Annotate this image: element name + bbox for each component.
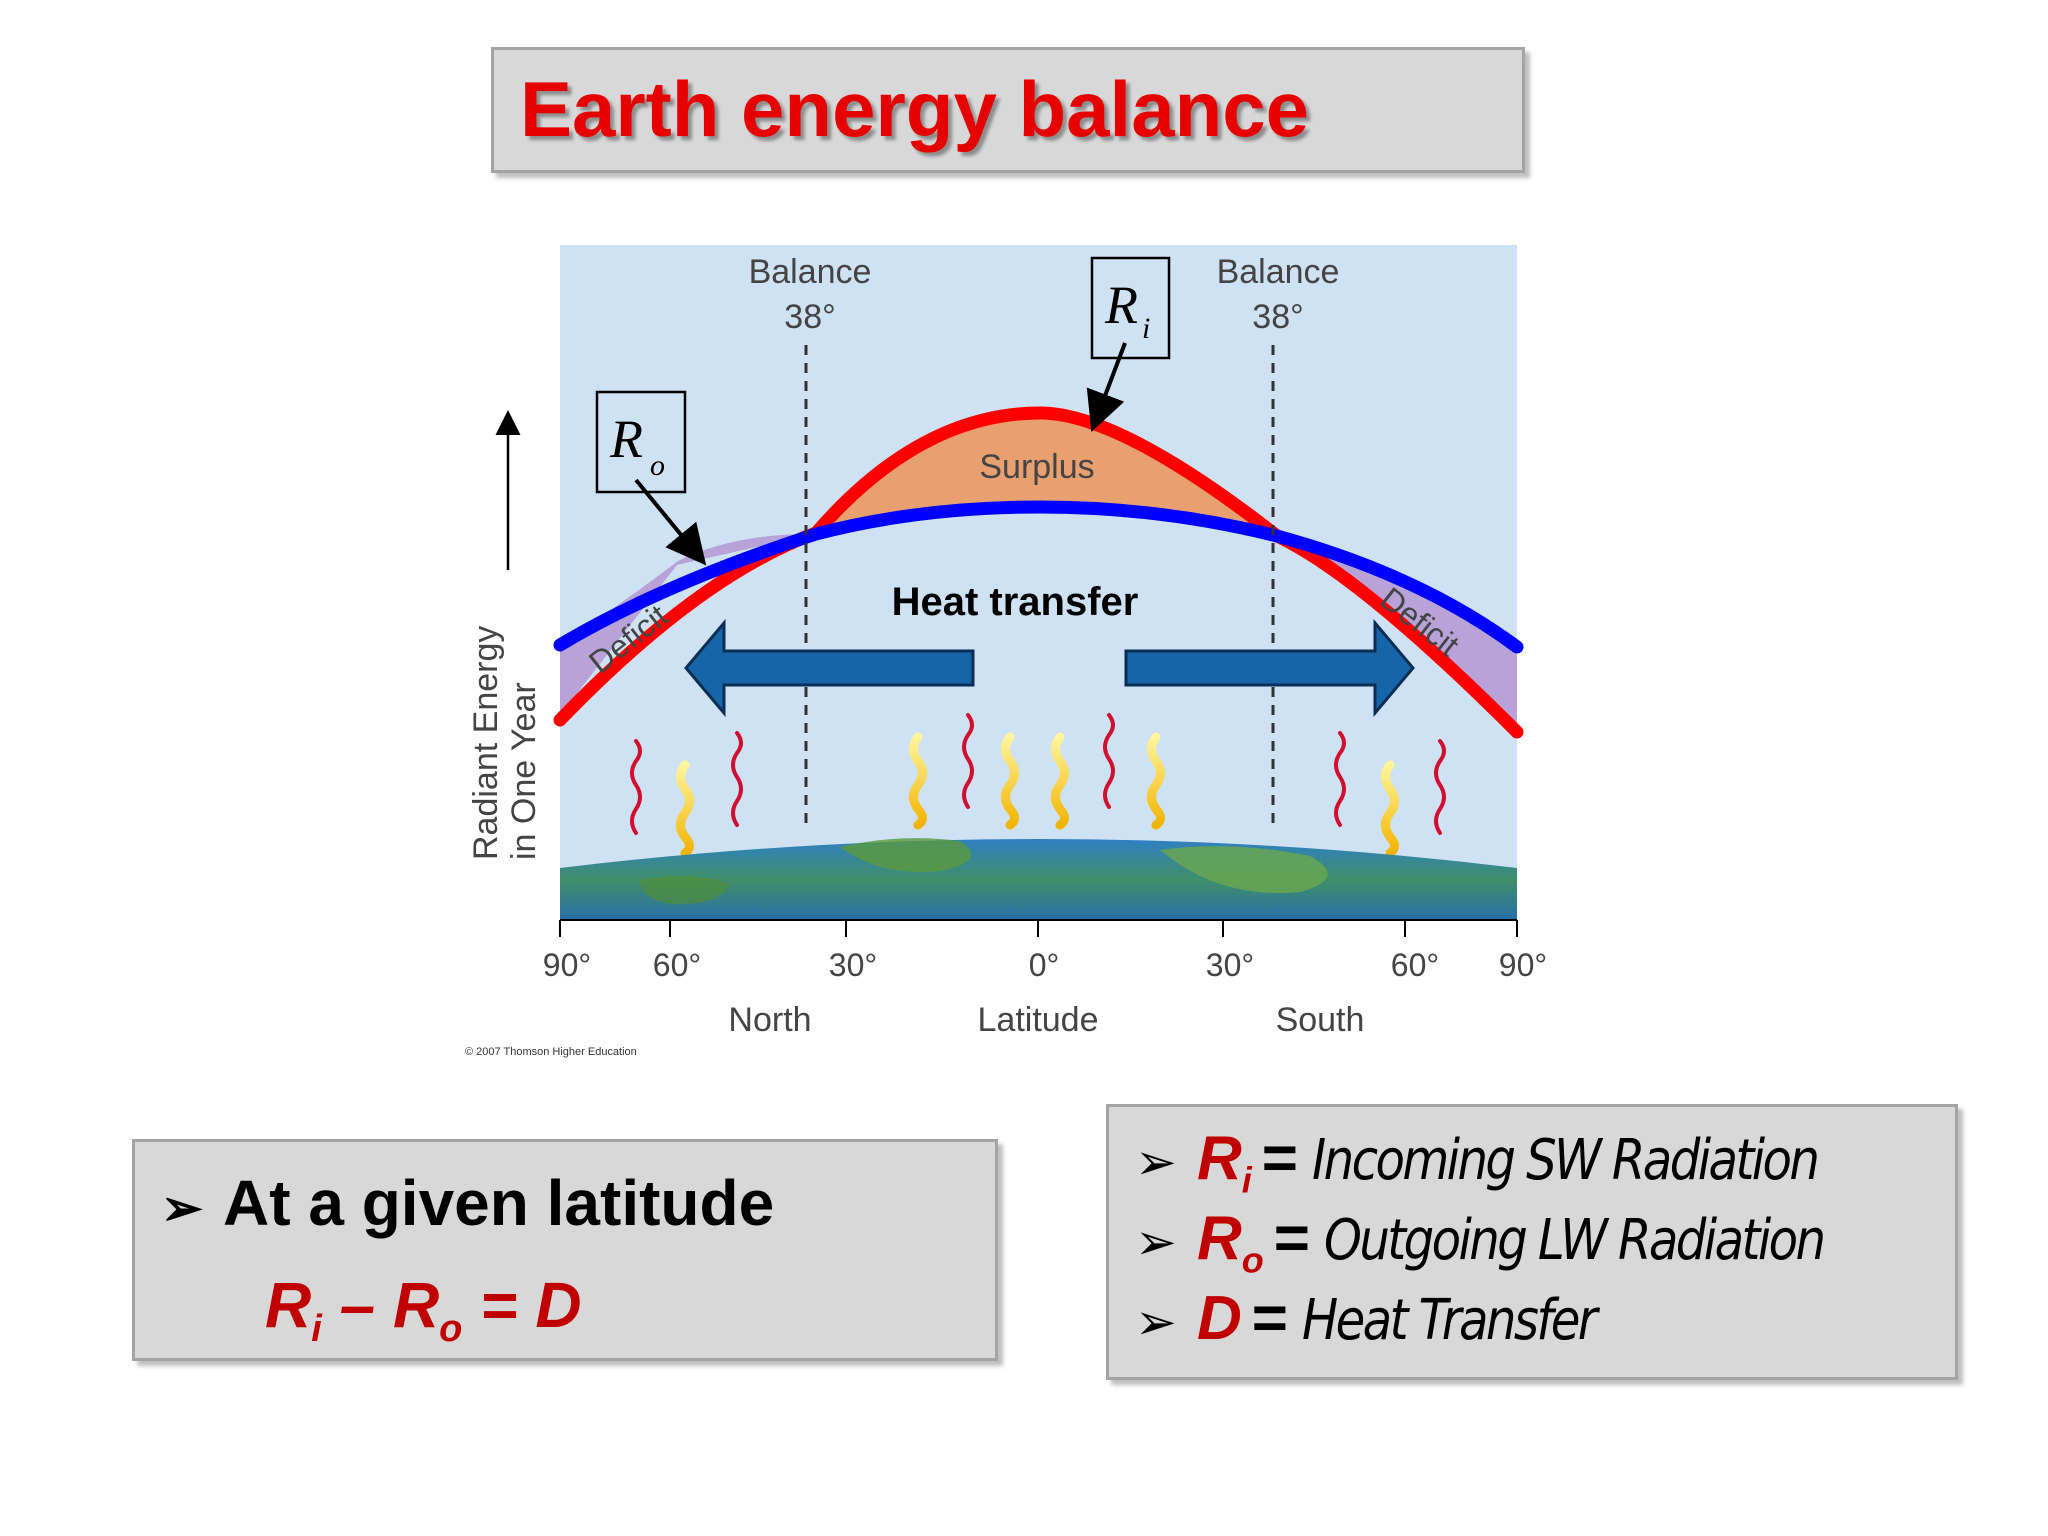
ri-pointer-arrow: [1086, 342, 1127, 432]
surplus-label: Surplus: [979, 448, 1094, 486]
heat-transfer-arrow-left-shape: [684, 618, 975, 718]
x-axis-ticks: [559, 920, 1518, 937]
incoming-solar-arrow: [1051, 732, 1069, 830]
ri-subscript: i: [1142, 312, 1150, 345]
eq-ri-subscript: i: [311, 1307, 322, 1350]
ro-box: [595, 390, 687, 494]
y-axis-title-line2: in One Year: [505, 682, 543, 860]
energy-balance-diagram: Balance 38° Balance 38° R i R o Surplus …: [465, 245, 1547, 1058]
ro-subscript: o: [650, 449, 665, 482]
eq-minus: –: [321, 1269, 393, 1341]
heading-text: At a given latitude: [223, 1167, 775, 1239]
incoming-solar-arrow: [676, 760, 694, 858]
x-tick-label: 60°: [1391, 947, 1439, 983]
x-tick-label: 90°: [1499, 947, 1547, 983]
def-symbol: D: [1197, 1284, 1242, 1353]
outgoing-ir-arrow: [1434, 739, 1446, 835]
x-tick-label: 60°: [653, 947, 701, 983]
outgoing-ir-arrow: [731, 731, 743, 827]
ri-symbol: R: [1104, 275, 1138, 335]
balance-left-label: Balance: [749, 253, 872, 291]
heat-transfer-arrow-right-shape: [1124, 618, 1415, 718]
definition-ri: ➢ Ri = Incoming SW Radiation: [1135, 1123, 1900, 1201]
def-text: Incoming SW Radiation: [1312, 1128, 1820, 1193]
land-patch: [840, 838, 972, 872]
incoming-solar-arrow: [1381, 760, 1399, 858]
radiation-arrows: [630, 713, 1446, 858]
eq-result: = D: [462, 1269, 582, 1341]
heat-transfer-label: Heat transfer: [892, 580, 1139, 624]
balance-right-label: Balance: [1217, 253, 1340, 291]
def-equals: =: [1261, 1124, 1299, 1193]
eq-ri-symbol: R: [265, 1269, 312, 1341]
land-patch: [640, 875, 730, 905]
ro-pointer-arrow: [634, 478, 707, 566]
outgoing-ir-arrow: [1334, 731, 1346, 827]
bullet-arrow-icon: ➢: [1135, 1214, 1177, 1270]
eq-ro-subscript: o: [439, 1307, 463, 1350]
land-patch: [1160, 846, 1328, 894]
definitions-box: ➢ Ri = Incoming SW Radiation ➢ Ro = Outgoing L…: [1106, 1104, 1958, 1380]
def-equals: =: [1251, 1284, 1288, 1353]
x-tick-label: 0°: [1029, 947, 1060, 983]
x-label-south: South: [1276, 1001, 1365, 1039]
incoming-solar-arrow: [909, 732, 927, 830]
def-text: Heat Transfer: [1302, 1288, 1598, 1353]
equation-box: ➢ At a given latitude Ri – Ro = D: [132, 1139, 998, 1361]
x-tick-label: 30°: [829, 947, 877, 983]
y-axis-title-line1: Radiant Energy: [467, 626, 505, 860]
bullet-arrow-icon: ➢: [161, 1180, 203, 1236]
incoming-solar-arrow: [1147, 732, 1165, 830]
balance-right-degree: 38°: [1252, 298, 1303, 336]
eq-ro-symbol: R: [392, 1269, 440, 1341]
def-symbol: Ro: [1197, 1204, 1264, 1281]
outgoing-ir-arrow: [1103, 713, 1115, 809]
x-label-north: North: [728, 1001, 811, 1039]
definition-ro: ➢ Ro = Outgoing LW Radiation: [1135, 1203, 1905, 1281]
def-equals: =: [1273, 1204, 1310, 1273]
copyright-note: © 2007 Thomson Higher Education: [465, 1046, 637, 1058]
incoming-solar-arrow: [1001, 732, 1019, 830]
x-axis-title: Latitude: [978, 1001, 1099, 1039]
ro-symbol: R: [609, 409, 643, 469]
incoming-radiation-curve: [553, 406, 1524, 739]
balance-left-degree: 38°: [784, 298, 835, 336]
x-tick-label: 30°: [1206, 947, 1254, 983]
ri-box: [1090, 256, 1171, 360]
equation-heading: ➢ At a given latitude: [161, 1166, 774, 1240]
definition-d: ➢ D = Heat Transfer: [1135, 1283, 1643, 1361]
def-text: Outgoing LW Radiation: [1324, 1208, 1826, 1273]
energy-equation: Ri – Ro = D: [265, 1268, 582, 1351]
def-symbol: Ri: [1197, 1124, 1252, 1201]
title-box: Earth energy balance: [491, 47, 1525, 173]
outgoing-ir-arrow: [962, 713, 974, 809]
bullet-arrow-icon: ➢: [1135, 1294, 1177, 1350]
slide-title: Earth energy balance: [520, 65, 1309, 153]
outgoing-ir-arrow: [630, 739, 642, 835]
bullet-arrow-icon: ➢: [1135, 1134, 1177, 1190]
deficit-region-left-fill: [560, 533, 816, 715]
outgoing-radiation-curve: [553, 500, 1524, 654]
x-tick-label: 90°: [543, 947, 591, 983]
